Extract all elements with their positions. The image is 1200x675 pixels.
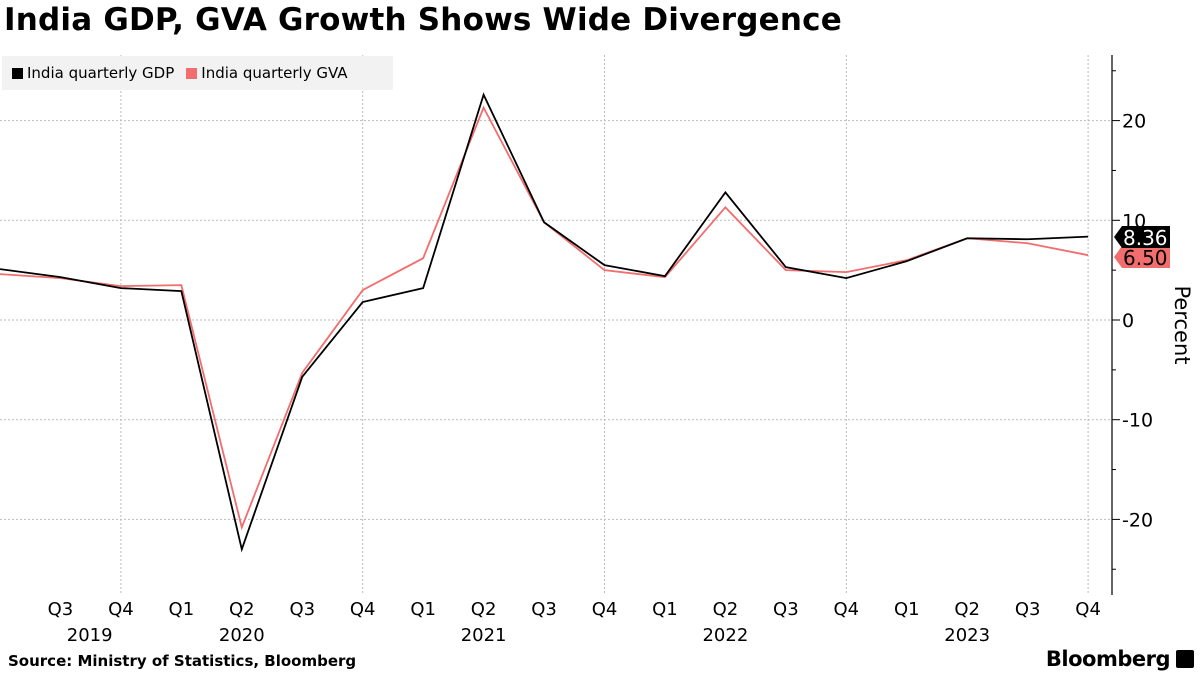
x-tick-label: Q4	[108, 599, 134, 620]
x-tick-label: Q4	[1075, 599, 1101, 620]
x-tick-label: Q3	[289, 599, 315, 620]
legend: India quarterly GDP India quarterly GVA	[2, 56, 393, 90]
x-tick-label: Q1	[169, 599, 195, 620]
x-year-label: 2022	[702, 625, 748, 646]
y-tick-label: -20	[1122, 509, 1153, 531]
x-tick-label: Q1	[410, 599, 436, 620]
bloomberg-logo: Bloomberg	[1045, 647, 1171, 671]
series-line-gdp	[0, 92, 1089, 553]
x-year-label: 2020	[219, 625, 265, 646]
last-value-label: 6.50	[1123, 246, 1168, 270]
bloomberg-chart-icon	[1176, 650, 1194, 668]
x-tick-label: Q2	[713, 599, 739, 620]
x-tick-label: Q2	[954, 599, 980, 620]
x-tick-label: Q1	[894, 599, 920, 620]
last-value-badge	[1114, 246, 1170, 268]
y-tick-label: 0	[1122, 310, 1134, 332]
legend-swatch-gdp	[12, 67, 23, 79]
last-value-badge	[1114, 226, 1170, 248]
source-note: Source: Ministry of Statistics, Bloomber…	[8, 652, 357, 670]
x-tick-label: Q1	[652, 599, 678, 620]
series-line-gva	[0, 105, 1089, 531]
x-year-label: 2019	[67, 625, 113, 646]
legend-swatch-gva	[186, 67, 198, 79]
legend-item-gdp: India quarterly GDP	[12, 64, 174, 82]
legend-label: India quarterly GDP	[27, 64, 175, 82]
x-tick-label: Q4	[592, 599, 618, 620]
x-year-label: 2021	[461, 625, 507, 646]
last-value-label: 8.36	[1123, 226, 1168, 250]
x-tick-label: Q2	[471, 599, 497, 620]
y-tick-label: 20	[1122, 111, 1146, 133]
y-tick-label: -10	[1122, 410, 1153, 432]
x-tick-label: Q3	[531, 599, 557, 620]
legend-item-gva: India quarterly GVA	[186, 64, 348, 82]
legend-label: India quarterly GVA	[201, 64, 348, 82]
chart-title: India GDP, GVA Growth Shows Wide Diverge…	[4, 2, 842, 38]
x-tick-label: Q4	[833, 599, 859, 620]
x-year-label: 2023	[944, 625, 990, 646]
x-tick-label: Q2	[229, 599, 255, 620]
x-tick-label: Q3	[1015, 599, 1041, 620]
x-tick-label: Q3	[773, 599, 799, 620]
y-axis-label: Percent	[1170, 285, 1194, 364]
x-tick-label: Q4	[350, 599, 376, 620]
x-tick-label: Q3	[48, 599, 74, 620]
